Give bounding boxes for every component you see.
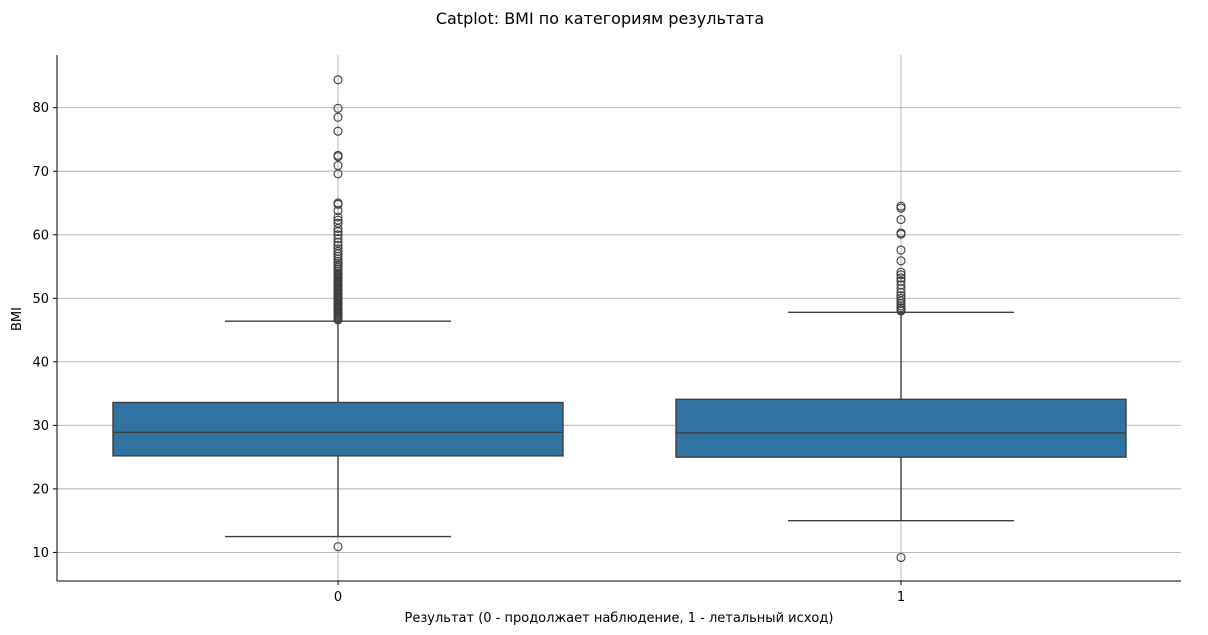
outlier-point [333, 215, 343, 225]
outlier-point [333, 244, 343, 254]
iqr-box [675, 398, 1127, 458]
y-axis-label: BMI [10, 307, 25, 331]
axes-layer: 10 20 30 40 50 60 70 80 0 1 [32, 55, 1181, 605]
x-axis-label: Результат (0 - продолжает наблюдение, 1 … [405, 611, 834, 626]
y-tick-label: 80 [32, 101, 49, 116]
outlier-point [333, 212, 343, 222]
outlier-point [896, 201, 906, 211]
plot-layer [112, 75, 1127, 563]
outlier-point [896, 270, 906, 280]
outlier-point [333, 160, 343, 171]
iqr-box [112, 401, 564, 457]
outlier-point [896, 245, 906, 255]
outlier-point [896, 276, 906, 286]
y-tick-label: 20 [32, 482, 49, 497]
outlier-point [896, 267, 906, 277]
y-tick-label: 50 [32, 292, 49, 307]
outlier-point [896, 291, 906, 301]
outlier-point [896, 273, 906, 283]
grid-layer [57, 55, 1181, 581]
outlier-point [333, 230, 343, 240]
outlier-point [333, 150, 343, 160]
chart-title: Catplot: BMI по категориям результата [436, 9, 764, 28]
outlier-point [333, 542, 343, 552]
y-tick-label: 70 [32, 165, 49, 180]
y-tick-label: 40 [32, 355, 49, 370]
y-tick-label: 30 [32, 419, 49, 434]
outlier-point [333, 75, 343, 85]
outlier-point [333, 112, 343, 122]
outlier-point [896, 552, 906, 563]
outlier-point [896, 280, 906, 290]
outlier-point [333, 234, 343, 244]
y-tick-label: 60 [32, 228, 49, 243]
outlier-point [896, 256, 906, 266]
outlier-point [896, 293, 906, 303]
outlier-point [333, 218, 343, 228]
x-tick-label: 0 [334, 590, 342, 605]
y-tick-label: 10 [32, 546, 49, 561]
box-group-1 [675, 201, 1127, 563]
outlier-point [896, 214, 906, 225]
outlier-point [333, 103, 343, 113]
outlier-point [333, 198, 343, 208]
outlier-point [333, 241, 343, 251]
outlier-point [333, 126, 343, 136]
box-group-0 [112, 75, 564, 552]
outlier-point [333, 246, 343, 256]
outlier-point [896, 228, 906, 238]
x-tick-label: 1 [897, 590, 905, 605]
